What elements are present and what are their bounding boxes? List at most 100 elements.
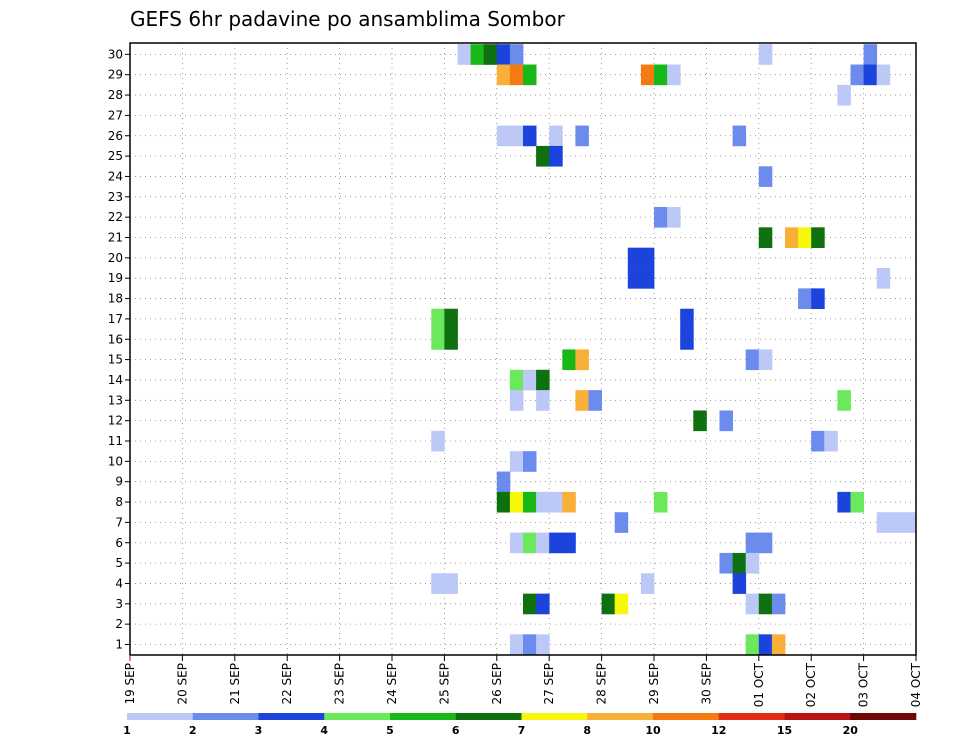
precip-cell xyxy=(745,552,760,574)
y-tick-label: 18 xyxy=(108,292,123,306)
precip-cell xyxy=(523,532,537,554)
precip-cell xyxy=(614,593,629,615)
precip-cell xyxy=(745,532,760,554)
precip-cell xyxy=(523,593,537,615)
y-tick-label: 27 xyxy=(108,108,123,122)
precip-cell xyxy=(680,329,694,350)
x-tick-label: 23 SEP xyxy=(333,663,347,705)
precip-cell xyxy=(549,491,563,513)
y-tick-label: 8 xyxy=(115,495,123,509)
chart-title: GEFS 6hr padavine po ansamblima Sombor xyxy=(130,7,566,31)
precip-cell xyxy=(771,634,786,655)
y-tick-label: 21 xyxy=(108,231,123,245)
precip-cell xyxy=(758,593,773,615)
precip-cell xyxy=(496,491,511,513)
precip-cell xyxy=(732,125,747,147)
colorbar-label: 20 xyxy=(843,724,859,737)
x-tick-label: 26 SEP xyxy=(490,663,504,705)
precip-cell xyxy=(444,329,458,350)
precip-cell xyxy=(693,410,707,432)
colorbar-swatch xyxy=(258,713,325,720)
precip-cell xyxy=(654,491,668,513)
colorbar-swatch xyxy=(850,713,917,720)
precip-cell xyxy=(523,64,537,86)
precip-cell xyxy=(640,268,655,289)
colorbar: 1 2 3 4 5 6 7 8 10 12 15 20 xyxy=(123,713,917,737)
x-tick-label: 25 SEP xyxy=(437,663,451,705)
precip-cell xyxy=(758,349,773,371)
precip-cell xyxy=(431,430,445,452)
precip-cell xyxy=(719,410,733,432)
precip-cell xyxy=(732,552,747,574)
colorbar-swatch xyxy=(653,713,720,720)
precip-cell xyxy=(575,349,589,371)
y-tick-label: 22 xyxy=(108,210,123,224)
y-tick-label: 7 xyxy=(115,515,123,529)
colorbar-swatch xyxy=(718,713,785,720)
precip-cell xyxy=(496,64,511,86)
colorbar-label: 8 xyxy=(583,724,591,737)
y-tick-label: 12 xyxy=(108,414,123,428)
precip-cell xyxy=(496,44,511,65)
precip-cell xyxy=(536,390,550,411)
precip-cell xyxy=(575,125,589,147)
precip-cell xyxy=(758,166,773,187)
precip-cell xyxy=(719,552,733,574)
precip-cell xyxy=(431,329,445,350)
precip-cell xyxy=(431,308,445,330)
precip-cell xyxy=(850,491,864,513)
y-tick-label: 25 xyxy=(108,149,123,163)
x-tick-label: 30 SEP xyxy=(699,663,713,705)
y-tick-label: 19 xyxy=(108,271,123,285)
colorbar-label: 10 xyxy=(645,724,661,737)
precip-cell xyxy=(536,369,550,391)
precip-cell xyxy=(785,227,799,248)
colorbar-swatch xyxy=(784,713,851,720)
precip-cell xyxy=(745,634,760,655)
precip-cell xyxy=(758,532,773,554)
precip-cell xyxy=(549,145,563,167)
y-tick-label: 24 xyxy=(108,169,123,183)
precip-cell xyxy=(876,268,891,289)
x-tick-label: 21 SEP xyxy=(228,663,242,705)
y-tick-label: 13 xyxy=(108,393,123,407)
y-tick-label: 14 xyxy=(108,373,123,387)
precip-cell xyxy=(811,288,825,310)
precip-cell xyxy=(523,491,537,513)
y-tick-label: 4 xyxy=(115,576,123,590)
precip-cell xyxy=(549,532,563,554)
precip-cell xyxy=(457,44,471,65)
y-tick-label: 10 xyxy=(108,454,123,468)
precip-cell xyxy=(667,206,681,228)
precip-cell xyxy=(444,573,458,594)
precip-cell xyxy=(876,64,891,86)
precip-cell xyxy=(562,349,576,371)
x-axis-ticks: 19 SEP 20 SEP 21 SEP 22 SEP 23 SEP 24 SEP 25 S… xyxy=(123,655,923,707)
x-tick-label: 29 SEP xyxy=(647,663,661,705)
precip-cell xyxy=(837,390,851,411)
y-tick-label: 11 xyxy=(108,434,123,448)
y-tick-label: 29 xyxy=(108,68,123,82)
precip-cell xyxy=(509,125,524,147)
colorbar-label: 6 xyxy=(452,724,460,737)
y-axis-ticks: 1234567891011121314151617181920212223242… xyxy=(108,47,130,652)
colorbar-label: 3 xyxy=(255,724,263,737)
precip-cell xyxy=(470,44,485,65)
plot-frame xyxy=(129,42,917,656)
precip-cell xyxy=(850,64,864,86)
precip-cell xyxy=(732,573,747,594)
precip-cell xyxy=(758,44,773,65)
precip-cell xyxy=(588,390,602,411)
x-tick-label: 02 OCT xyxy=(804,662,818,707)
precip-cell xyxy=(575,390,589,411)
precip-cell xyxy=(798,227,812,248)
precip-cell xyxy=(444,308,458,330)
y-tick-label: 6 xyxy=(115,536,123,550)
colorbar-label: 7 xyxy=(518,724,526,737)
precip-cell xyxy=(509,451,524,472)
y-tick-label: 5 xyxy=(115,556,123,570)
x-tick-label: 01 OCT xyxy=(752,662,766,707)
x-tick-label: 24 SEP xyxy=(385,663,399,705)
colorbar-swatch xyxy=(455,713,522,720)
precip-cell xyxy=(509,532,524,554)
